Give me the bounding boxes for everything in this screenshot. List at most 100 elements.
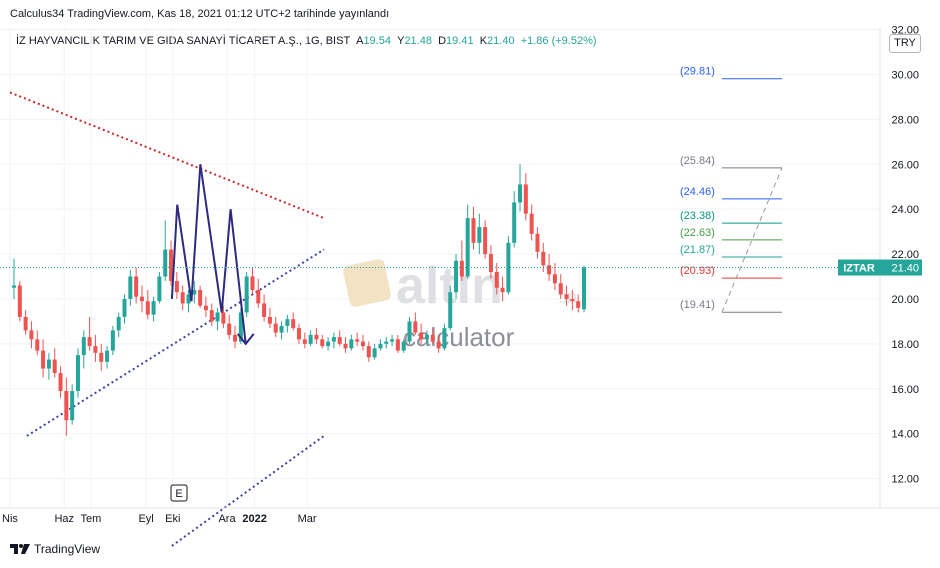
candle-body <box>471 218 476 243</box>
candle <box>58 366 63 398</box>
candle-body <box>302 339 307 344</box>
candle-body <box>308 334 313 344</box>
candle <box>302 332 307 349</box>
candle-body <box>52 359 57 374</box>
currency-button[interactable]: TRY <box>889 34 921 53</box>
x-tick-label: 2022 <box>242 513 266 525</box>
candle <box>87 316 92 351</box>
x-tick-label: Mar <box>298 513 317 525</box>
candle <box>355 332 360 347</box>
candle-body <box>326 341 331 347</box>
candle <box>471 206 476 250</box>
candle-body <box>413 321 418 333</box>
candle <box>582 265 586 313</box>
candle-body <box>448 292 453 329</box>
candle <box>366 341 371 362</box>
candle-body <box>209 310 214 322</box>
axes: 12.00 14.00 16.00 18.00 20.00 22.00 24.00 26.00… <box>0 25 940 525</box>
candle <box>570 289 575 311</box>
candle-body <box>564 294 569 299</box>
candle <box>23 310 28 335</box>
y-tick-label: 24.00 <box>891 204 919 216</box>
candle-body <box>430 334 435 342</box>
candle <box>477 213 482 255</box>
candle-body <box>314 334 319 340</box>
candle <box>273 316 278 338</box>
candle <box>41 339 46 378</box>
fib-level-label: (25.84) <box>680 155 715 167</box>
candle <box>378 339 383 351</box>
tradingview-label: TradingView <box>34 542 101 556</box>
candle <box>576 294 581 313</box>
candle <box>488 245 493 279</box>
symbol-legend: İZ HAYVANCILIK TARIM VE GIDA SANAYİ TİCA… <box>16 35 597 47</box>
high-value: 21.48 <box>404 35 432 47</box>
y-tick-label: 26.00 <box>891 159 919 171</box>
candle-body <box>116 316 121 331</box>
event-marker-label: E <box>175 488 182 500</box>
candle <box>337 330 342 347</box>
candle <box>122 294 127 324</box>
candle <box>401 339 406 353</box>
tradingview-brand[interactable]: TradingView <box>10 542 100 556</box>
candle-body <box>297 328 301 340</box>
candle-body <box>465 218 470 277</box>
candle-body <box>285 319 290 326</box>
low-label: D <box>438 35 447 47</box>
candle <box>535 227 540 259</box>
fib-trend-line <box>721 167 783 313</box>
candle-body <box>169 249 174 281</box>
candle-body <box>518 184 523 203</box>
x-tick-label: Nis <box>2 513 18 525</box>
candle-body <box>349 339 354 349</box>
candle <box>558 274 563 299</box>
candle <box>419 323 424 344</box>
candle <box>349 334 354 351</box>
candle-body <box>384 341 389 344</box>
candle-body <box>401 341 406 351</box>
candle <box>75 348 80 398</box>
candle-body <box>459 260 464 277</box>
candle <box>99 343 104 371</box>
candle-body <box>46 359 51 369</box>
candle-body <box>343 343 348 349</box>
candle <box>93 334 98 362</box>
candle <box>29 321 34 349</box>
y-tick-label: 30.00 <box>891 69 919 81</box>
chart-grid <box>0 28 880 508</box>
resistance-trendline <box>9 91 325 220</box>
event-marker: E <box>170 484 188 502</box>
candle <box>424 330 429 347</box>
candle-body <box>535 233 540 252</box>
last-price-value: 21.40 <box>891 263 919 275</box>
candle-body <box>570 298 575 302</box>
candle <box>430 328 435 344</box>
candle <box>198 285 203 308</box>
candle <box>169 240 174 286</box>
candle-body <box>500 287 505 293</box>
candle <box>151 296 156 322</box>
candle-body <box>494 272 499 288</box>
candle-body <box>203 305 208 311</box>
y-tick-label: 20.00 <box>891 294 919 306</box>
candle-body <box>139 296 144 302</box>
x-tick-label: Eyl <box>138 513 153 525</box>
candle-body <box>29 330 34 340</box>
candle <box>384 337 389 349</box>
candle-body <box>110 330 115 351</box>
candle-body <box>75 355 80 391</box>
candle <box>413 312 418 335</box>
lower-channel-trendline <box>171 435 325 547</box>
candle-body <box>442 328 447 349</box>
fib-extension: (29.81) (25.84) (24.46) (23.38) (22.63) (21.8… <box>680 66 783 313</box>
low-value: 19.41 <box>446 35 474 47</box>
candle <box>407 316 412 344</box>
trendlines <box>9 91 325 547</box>
candle-body <box>41 350 46 369</box>
candle <box>390 334 395 347</box>
candle <box>279 321 284 340</box>
candle <box>465 204 470 279</box>
candle <box>512 191 517 248</box>
candle <box>267 307 272 329</box>
